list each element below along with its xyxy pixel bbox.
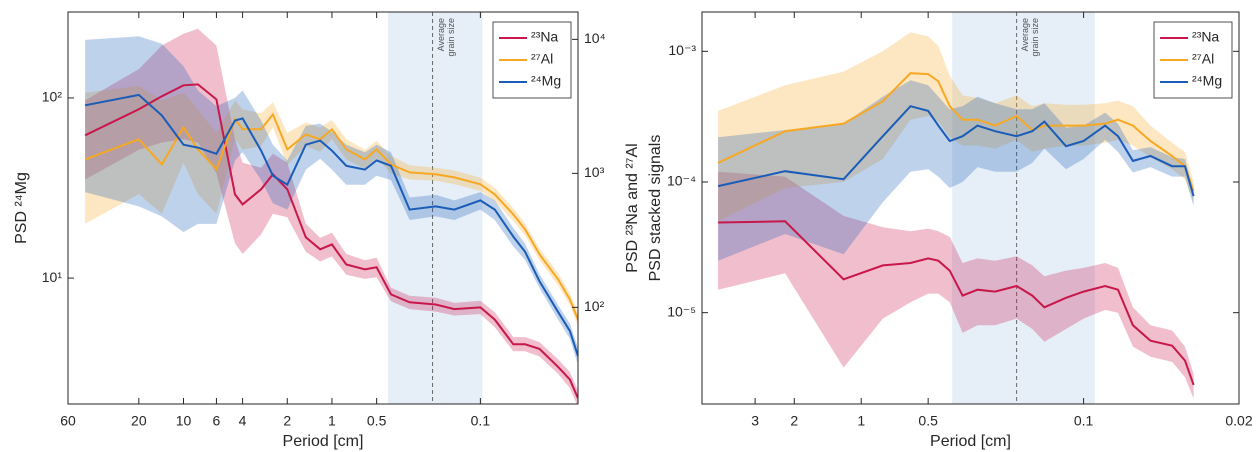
confidence-band [718,171,1194,399]
y-axis-label: PSD stacked signals [647,135,664,282]
x-tick-label: 4 [239,413,247,429]
x-tick-label: 0.1 [1074,413,1094,429]
annotation: grain size [1030,18,1040,57]
x-axis-label: Period [cm] [283,433,364,450]
x-tick-label: 0.5 [918,413,938,429]
x-tick-label: 0.1 [471,413,491,429]
x-tick-label: 1 [328,413,336,429]
legend-label: ²⁴Mg [531,73,561,89]
confidence-band [718,32,1194,222]
shaded-region [952,12,1095,404]
y2-tick-label: 10² [584,298,605,314]
x-tick-label: 60 [60,413,76,429]
x-tick-label: 3 [751,413,759,429]
y-tick-label: 10² [42,89,63,105]
y-tick-label: 10¹ [42,269,63,285]
x-tick-label: 2 [790,413,798,429]
x-tick-label: 10 [176,413,192,429]
axes-frame [701,11,1240,405]
data-line [717,72,1195,192]
x-tick-label: 2 [283,413,291,429]
axes-frame [67,11,579,405]
confidence-band [85,85,578,327]
data-line [717,105,1195,197]
y-tick-label: 10⁻³ [668,42,696,58]
x-tick-label: 0.02 [1225,413,1252,429]
data-line [84,112,578,320]
y2-axis-label: PSD ²³Na and ²⁷Al [624,143,641,272]
legend-label: ²³Na [531,29,558,45]
annotation: Average [436,18,446,51]
x-tick-label: 1 [857,413,865,429]
shaded-region [387,12,483,404]
plot-area [84,12,578,404]
annotation: grain size [446,18,456,57]
x-tick-label: 0.5 [367,413,387,429]
data-line [84,83,578,399]
annotation: Average [1020,18,1030,51]
x-tick-label: 6 [213,413,221,429]
confidence-band [85,36,578,365]
y2-tick-label: 10³ [584,164,605,180]
confidence-band [85,28,578,404]
y-axis-label: PSD ²⁴Mg [13,172,30,244]
legend-label: ²⁴Mg [1192,73,1222,89]
legend-label: ²⁷Al [1192,51,1214,67]
x-tick-label: 20 [131,413,147,429]
legend-label: ²³Na [1192,29,1219,45]
legend-label: ²⁷Al [531,51,553,67]
y2-tick-label: 10⁴ [584,30,606,46]
data-line [84,93,578,357]
plot-area [717,12,1195,404]
x-axis-label: Period [cm] [930,433,1011,450]
y-tick-label: 10⁻⁴ [667,173,696,189]
data-line [718,220,1195,386]
y-tick-label: 10⁻⁵ [667,303,696,319]
